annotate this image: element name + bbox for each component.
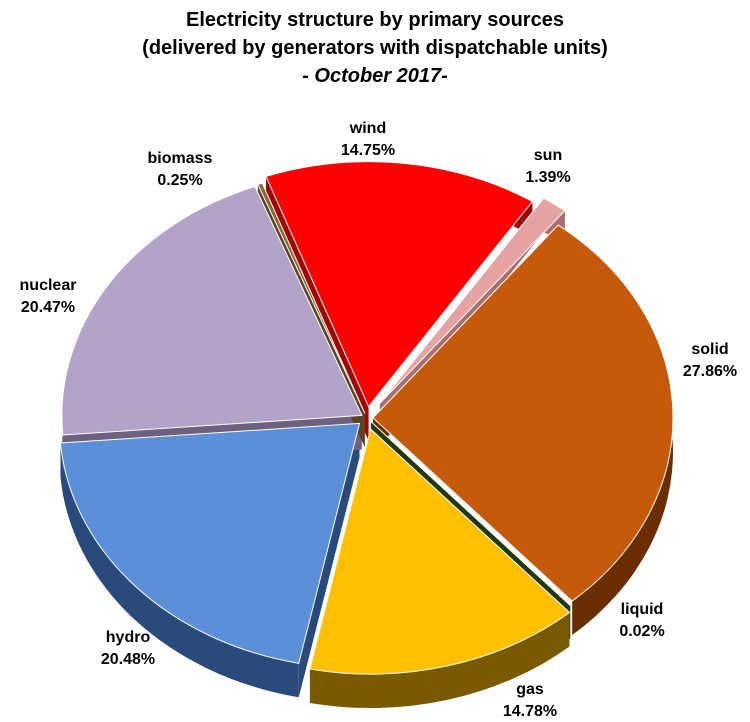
slice-value-gas: 14.78%	[503, 703, 557, 720]
slice-value-nuclear: 20.47%	[21, 299, 75, 316]
pie-label-layer: wind 14.75% sun 1.39% solid 27.86% liquid 0.02%…	[20, 120, 738, 720]
chart-subtitle: (delivered by generators with dispatchab…	[142, 37, 608, 59]
slice-value-hydro: 20.48%	[101, 651, 155, 668]
chart-title: Electricity structure by primary sources	[186, 9, 564, 31]
slice-value-liquid: 0.02%	[619, 623, 664, 640]
slice-value-biomass: 0.25%	[157, 172, 202, 189]
pie-slice-wind	[265, 161, 534, 408]
slice-label-wind: wind	[349, 120, 386, 137]
slice-label-nuclear: nuclear	[20, 277, 77, 294]
pie-slice-side-hydro	[60, 443, 299, 698]
slice-value-solid: 27.86%	[683, 363, 737, 380]
slice-label-hydro: hydro	[106, 629, 151, 646]
pie-slice-wall-hydro	[298, 423, 360, 698]
slice-value-sun: 1.39%	[525, 169, 570, 186]
pie-slice-liquid	[370, 421, 571, 606]
chart-title-block: Electricity structure by primary sources…	[0, 6, 750, 90]
slice-label-solid: solid	[691, 341, 728, 358]
pie-slice-sun	[379, 197, 566, 404]
pie-slice-hydro	[59, 422, 361, 664]
slice-label-gas: gas	[516, 681, 544, 698]
pie-slice-solid	[372, 224, 674, 602]
chart-period: - October 2017-	[302, 65, 448, 87]
slice-label-sun: sun	[534, 147, 562, 164]
slice-label-liquid: liquid	[621, 601, 664, 618]
slice-label-biomass: biomass	[148, 150, 213, 167]
slice-value-wind: 14.75%	[341, 142, 395, 159]
pie-top-layer	[59, 161, 674, 675]
pie-slice-nuclear	[61, 185, 363, 436]
pie-slice-biomass	[257, 182, 366, 414]
pie-slice-gas	[309, 428, 571, 675]
pie-slice-side-gas	[309, 612, 570, 709]
